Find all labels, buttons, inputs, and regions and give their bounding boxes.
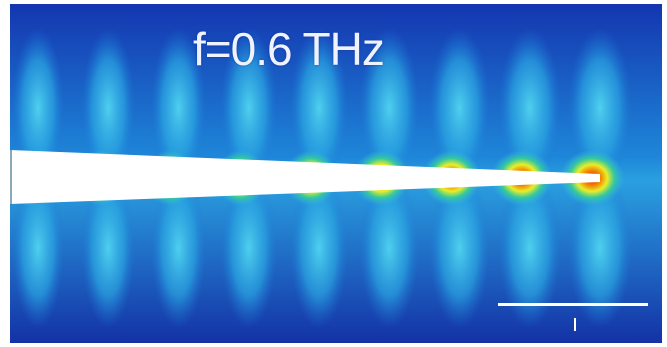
field-map (10, 4, 662, 343)
field-lobe (12, 168, 64, 328)
field-lobe (568, 28, 632, 188)
field-lobe (290, 28, 348, 188)
field-lobe (220, 28, 277, 188)
field-lobe (290, 168, 348, 328)
field-lobe (12, 28, 64, 188)
field-lobe (151, 28, 206, 188)
field-lobe (81, 168, 135, 328)
probe-tip (10, 150, 600, 204)
field-lobe (359, 28, 419, 188)
frequency-label: f=0.6 THz (193, 23, 385, 75)
field-lobe (498, 168, 561, 328)
scale-bar (498, 303, 648, 306)
field-lobe (429, 168, 490, 328)
field-lobe (220, 168, 277, 328)
field-lobe (568, 168, 632, 328)
scale-bar-tick (574, 318, 576, 331)
field-lobes (12, 28, 632, 328)
field-lobe (498, 28, 561, 188)
field-lobe (151, 168, 206, 328)
field-lobe (359, 168, 419, 328)
field-lobe (429, 28, 490, 188)
field-lobe (81, 28, 135, 188)
